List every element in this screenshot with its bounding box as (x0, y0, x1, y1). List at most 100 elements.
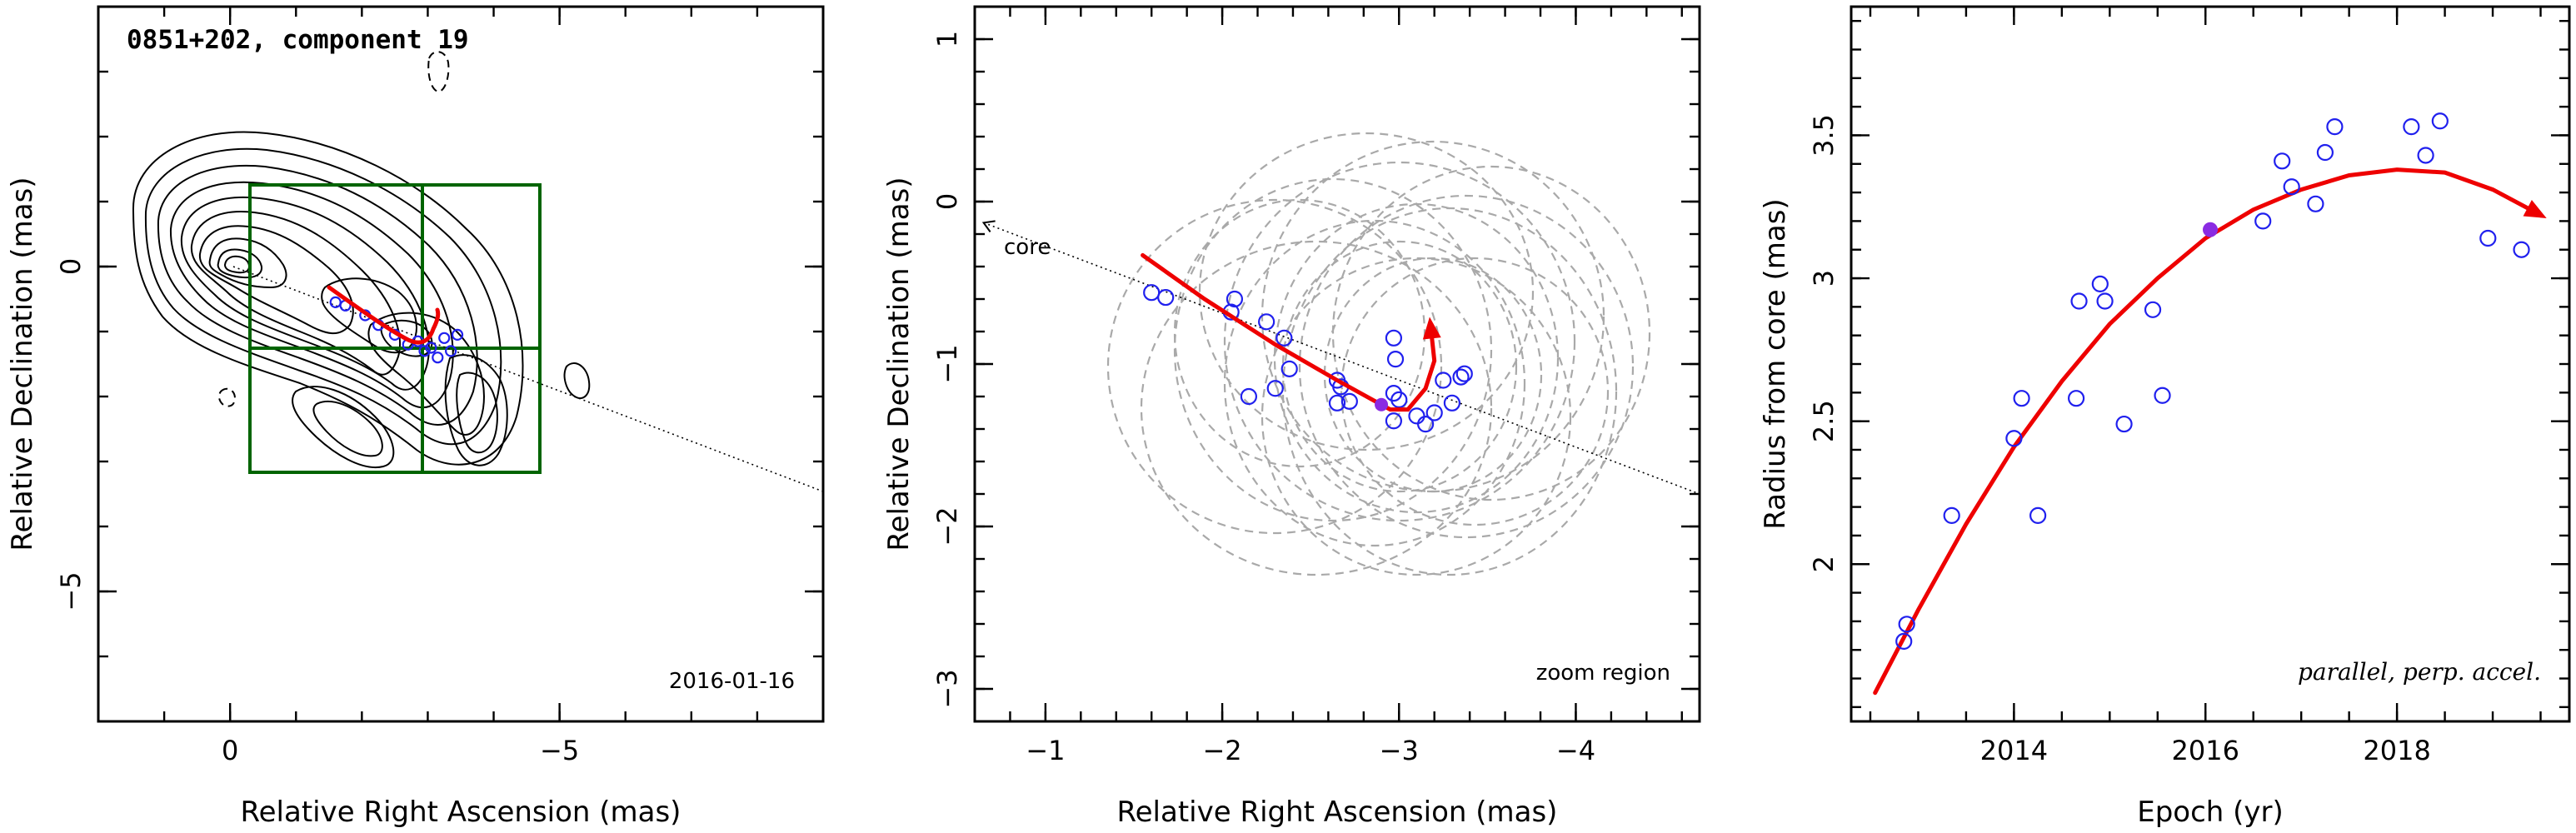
x-tick-label: −1 (1026, 735, 1065, 766)
panel-a-trajectory (327, 285, 441, 345)
y-tick-label: −3 (931, 669, 963, 708)
data-point (1452, 368, 1470, 386)
data-point (1435, 372, 1452, 389)
data-point (418, 345, 431, 357)
x-tick-label: 2014 (1980, 735, 2048, 766)
data-point (2091, 275, 2109, 293)
data-point (1455, 365, 1473, 382)
data-point (2070, 292, 2088, 310)
data-point (1943, 506, 1960, 524)
y-tick-label: 0 (931, 193, 963, 210)
panel-a-contour-map: 0 −5 0 −5 0851+202, component 19 2016-01-16… (6, 5, 825, 829)
data-point (1157, 288, 1175, 307)
panel-a-title: 0851+202, component 19 (127, 25, 469, 55)
data-point (2013, 390, 2030, 407)
data-point (1328, 394, 1346, 412)
panel-b-error-ellipses (1106, 132, 1651, 576)
trajectory-arrowhead (1422, 317, 1441, 340)
data-point (1443, 394, 1461, 412)
data-point (432, 352, 444, 364)
data-point (1258, 313, 1276, 331)
data-point (1408, 407, 1425, 425)
data-point (1266, 380, 1284, 397)
data-point (2417, 147, 2434, 164)
panel-c-ticks: 2014 2016 2018 2 2.5 3 3.5 (1808, 7, 2569, 766)
data-point (445, 345, 457, 357)
y-tick-label: 3.5 (1808, 114, 1840, 157)
data-point (2115, 415, 2133, 433)
data-point (438, 332, 451, 344)
x-tick-label: −4 (1556, 735, 1595, 766)
panel-b-xlabel: Relative Right Ascension (mas) (1117, 796, 1558, 829)
x-tick-label: 0 (222, 735, 238, 766)
y-tick-label: 2.5 (1808, 400, 1840, 442)
panel-a-ticks: 0 −5 0 −5 (55, 5, 825, 766)
panel-a-frame (97, 5, 825, 723)
panel-b-ticks: −1 −2 −3 −4 1 0 −1 −2 −3 (931, 7, 1700, 766)
y-tick-label: 1 (931, 31, 963, 47)
data-point (1276, 329, 1293, 347)
panel-b-zoom: −1 −2 −3 −4 1 0 −1 −2 −3 core zoom region Relati… (882, 5, 1701, 829)
data-point (2307, 195, 2324, 212)
panel-a-ylabel: Relative Declination (mas) (6, 177, 39, 551)
x-tick-label: −3 (1380, 735, 1419, 766)
data-point (1281, 360, 1298, 377)
data-point (2316, 143, 2334, 162)
data-point (1240, 387, 1258, 406)
data-point (2513, 241, 2530, 258)
ridge-line (983, 222, 1700, 495)
data-point (1143, 284, 1161, 302)
y-tick-label: 3 (1808, 270, 1840, 287)
x-tick-label: 2018 (2363, 735, 2430, 766)
panel-a-date: 2016-01-16 (669, 669, 795, 694)
data-point (2479, 229, 2497, 247)
panel-c-xlabel: Epoch (yr) (2137, 796, 2284, 829)
data-point (1386, 351, 1405, 368)
panel-b-plot (981, 220, 1700, 495)
data-point (1226, 290, 1244, 308)
core-arrow (981, 220, 996, 232)
panel-b-zoom-label: zoom region (1536, 661, 1670, 686)
x-tick-label: −5 (540, 735, 579, 766)
panel-a-contours (132, 51, 591, 468)
data-point (1385, 412, 1403, 430)
radius-fit-curve (1873, 167, 2539, 696)
data-point (2029, 506, 2047, 524)
data-point (2067, 390, 2085, 407)
panel-c-ylabel: Radius from core (mas) (1759, 198, 1792, 529)
zoom-region-box (248, 183, 542, 474)
data-point (329, 296, 342, 308)
panel-b-core-label: core (1004, 235, 1051, 260)
current-epoch-point (1375, 397, 1389, 412)
data-point (2096, 292, 2114, 310)
data-point (2154, 387, 2171, 404)
data-point (2431, 112, 2449, 130)
panel-c-plot (1873, 112, 2547, 696)
data-point (2005, 430, 2023, 447)
panel-c-radius: 2014 2016 2018 2 2.5 3 3.5 parallel, perp. acc… (1759, 5, 2571, 829)
data-point (1390, 391, 1408, 408)
panel-c-model-label: parallel, perp. accel. (2298, 658, 2541, 686)
panel-b-ylabel: Relative Declination (mas) (882, 177, 916, 551)
data-point (2326, 118, 2344, 136)
panel-a-xlabel: Relative Right Ascension (mas) (241, 796, 681, 829)
data-point (451, 328, 464, 341)
x-tick-label: −2 (1202, 735, 1241, 766)
y-tick-label: −2 (931, 506, 963, 546)
data-point (1340, 392, 1358, 410)
trajectory-arrowhead (2523, 200, 2547, 218)
x-tick-label: 2016 (2172, 735, 2239, 766)
y-tick-label: −1 (931, 344, 963, 383)
data-point (1385, 329, 1403, 347)
data-point (2254, 212, 2272, 230)
panel-b-frame (973, 5, 1701, 723)
data-point (2144, 301, 2162, 318)
panel-c-frame (1850, 5, 2571, 723)
current-epoch-point (2203, 222, 2218, 237)
y-tick-label: −5 (55, 571, 87, 611)
data-point (2274, 152, 2291, 170)
data-point (1425, 404, 1443, 421)
data-point (1898, 616, 1915, 633)
data-point (2283, 178, 2300, 196)
